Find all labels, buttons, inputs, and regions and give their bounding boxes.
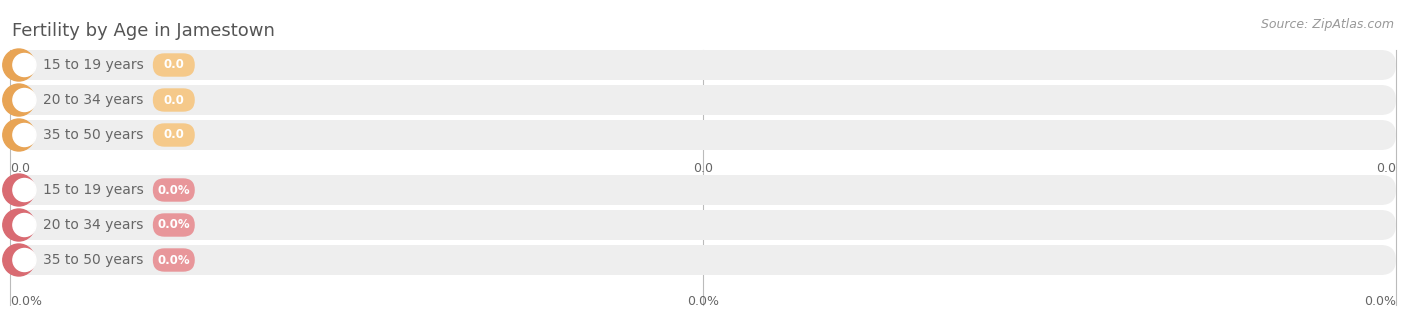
FancyBboxPatch shape — [153, 88, 195, 112]
Circle shape — [3, 174, 35, 206]
Text: 15 to 19 years: 15 to 19 years — [42, 58, 143, 72]
Text: 0.0: 0.0 — [10, 162, 30, 175]
Text: 0.0: 0.0 — [693, 162, 713, 175]
FancyBboxPatch shape — [153, 248, 195, 272]
FancyBboxPatch shape — [153, 53, 195, 77]
Circle shape — [13, 213, 37, 237]
Text: 0.0: 0.0 — [163, 93, 184, 107]
FancyBboxPatch shape — [10, 245, 1396, 275]
Text: Source: ZipAtlas.com: Source: ZipAtlas.com — [1261, 18, 1393, 31]
Text: 0.0%: 0.0% — [1364, 295, 1396, 308]
Text: 0.0%: 0.0% — [688, 295, 718, 308]
Circle shape — [3, 244, 35, 276]
Text: 35 to 50 years: 35 to 50 years — [42, 253, 143, 267]
Circle shape — [13, 54, 37, 76]
Text: 0.0%: 0.0% — [10, 295, 42, 308]
Text: 35 to 50 years: 35 to 50 years — [42, 128, 143, 142]
Circle shape — [13, 178, 37, 202]
Text: 0.0: 0.0 — [163, 128, 184, 141]
Text: 0.0%: 0.0% — [157, 254, 190, 266]
Text: 20 to 34 years: 20 to 34 years — [42, 218, 143, 232]
Circle shape — [3, 49, 35, 81]
Text: 15 to 19 years: 15 to 19 years — [42, 183, 143, 197]
Circle shape — [13, 123, 37, 147]
FancyBboxPatch shape — [153, 123, 195, 147]
Text: 0.0%: 0.0% — [157, 218, 190, 231]
Text: 0.0: 0.0 — [1376, 162, 1396, 175]
FancyBboxPatch shape — [10, 175, 1396, 205]
FancyBboxPatch shape — [153, 178, 195, 202]
Circle shape — [3, 119, 35, 151]
FancyBboxPatch shape — [10, 85, 1396, 115]
Text: 20 to 34 years: 20 to 34 years — [42, 93, 143, 107]
FancyBboxPatch shape — [10, 120, 1396, 150]
FancyBboxPatch shape — [10, 50, 1396, 80]
FancyBboxPatch shape — [10, 210, 1396, 240]
Circle shape — [13, 249, 37, 271]
Text: 0.0%: 0.0% — [157, 183, 190, 197]
Text: Fertility by Age in Jamestown: Fertility by Age in Jamestown — [13, 22, 276, 40]
FancyBboxPatch shape — [153, 213, 195, 237]
Circle shape — [3, 209, 35, 241]
Text: 0.0: 0.0 — [163, 59, 184, 71]
Circle shape — [13, 88, 37, 112]
Circle shape — [3, 84, 35, 116]
